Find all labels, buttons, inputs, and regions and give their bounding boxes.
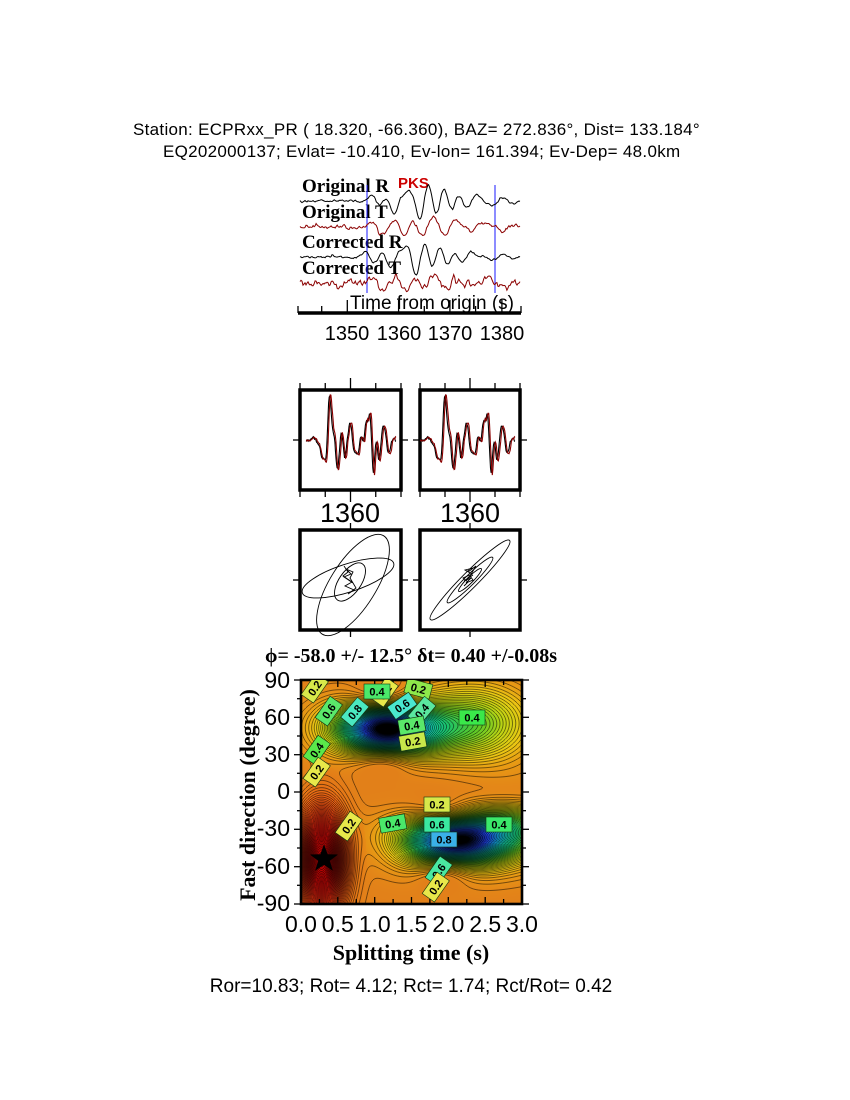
svg-text:0.2: 0.2: [409, 682, 427, 698]
svg-text:0.4: 0.4: [491, 820, 507, 832]
svg-text:0.4: 0.4: [464, 713, 480, 725]
svg-text:0.8: 0.8: [436, 835, 451, 847]
svg-text:0.4: 0.4: [369, 687, 385, 699]
svg-text:0.2: 0.2: [429, 800, 444, 812]
svg-text:0.6: 0.6: [429, 820, 444, 832]
